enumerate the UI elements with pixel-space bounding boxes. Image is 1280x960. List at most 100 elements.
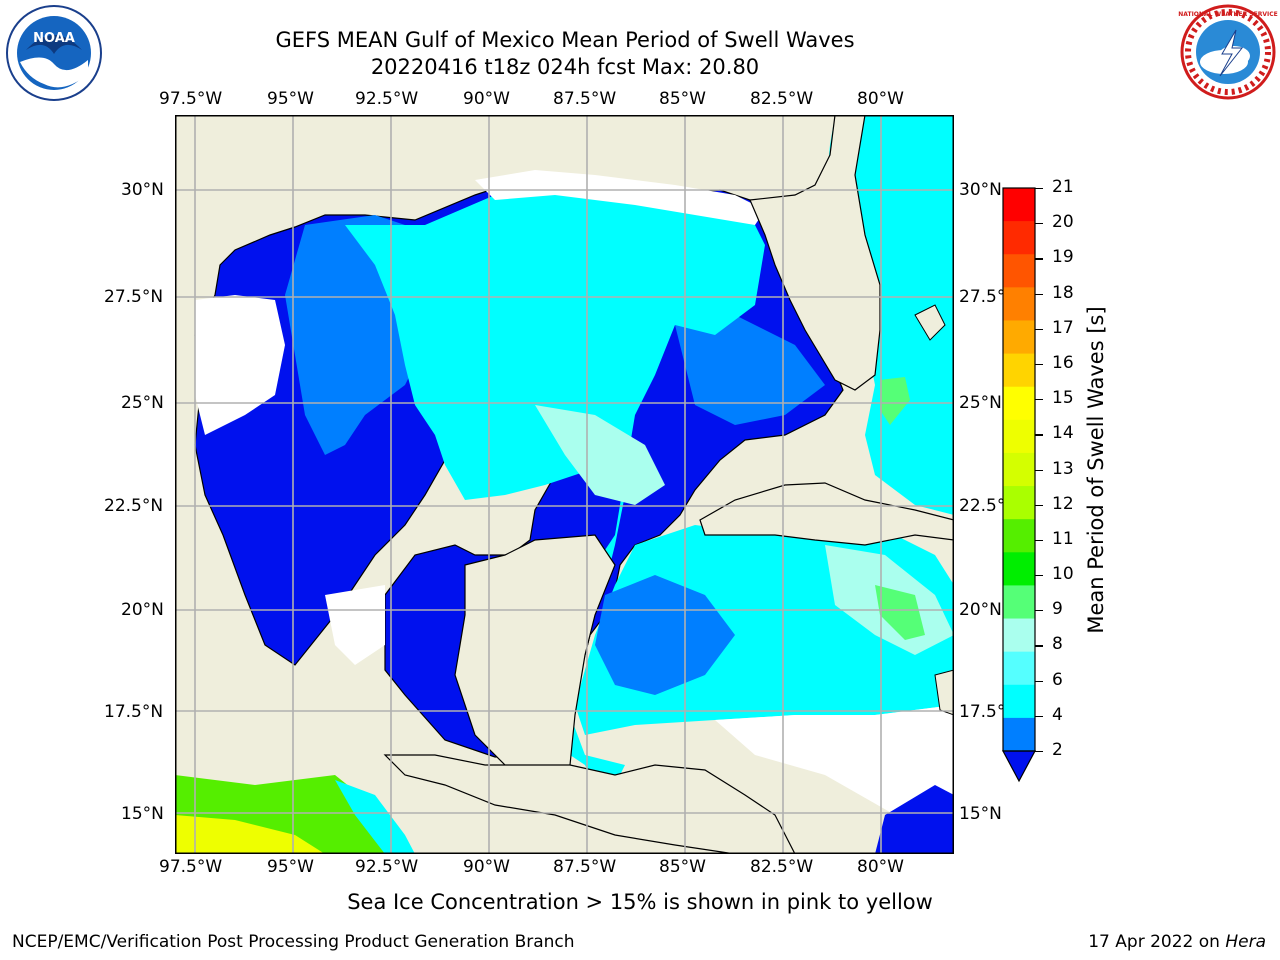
colorbar-tick-label: 10 xyxy=(1052,564,1074,585)
colorbar-extend-arrow xyxy=(1002,750,1036,783)
noaa-logo: NOAA xyxy=(4,4,104,102)
lon-label-top: 92.5°W xyxy=(355,89,419,109)
lon-label-top: 80°W xyxy=(857,89,904,109)
colorbar-tick-label: 19 xyxy=(1052,247,1074,268)
swell-zone-mid-east xyxy=(675,315,825,425)
colorbar-tick-mark xyxy=(1035,293,1043,295)
colorbar-tick-label: 4 xyxy=(1052,704,1063,725)
pacific-corner-yellow xyxy=(175,815,325,854)
colorbar-segment xyxy=(1003,552,1035,586)
colorbar-tick-mark xyxy=(1035,223,1043,225)
colorbar-tick-label: 9 xyxy=(1052,599,1063,620)
lon-label-top: 95°W xyxy=(267,89,314,109)
swell-zone-green-caribbean xyxy=(875,585,925,640)
florida-peninsula xyxy=(749,115,881,391)
colorbar-tick-mark xyxy=(1035,258,1043,260)
colorbar-tick-label: 12 xyxy=(1052,493,1074,514)
lat-label-left: 20°N xyxy=(121,600,164,620)
nodata-west xyxy=(195,295,285,435)
colorbar-segment xyxy=(1003,188,1035,222)
colorbar-segment xyxy=(1003,519,1035,553)
colorbar-segment xyxy=(1003,254,1035,288)
lat-label-left: 30°N xyxy=(121,180,164,200)
graticule xyxy=(175,115,954,854)
swell-zone-pale xyxy=(535,405,665,505)
map-frame xyxy=(175,115,954,854)
colorbar-tick-label: 20 xyxy=(1052,212,1074,233)
colorbar-tick-label: 16 xyxy=(1052,352,1074,373)
yucatan-peninsula xyxy=(454,534,616,776)
lon-label-bottom: 82.5°W xyxy=(750,857,814,877)
colorbar-tick-label: 2 xyxy=(1052,740,1063,760)
colorbar-tick-label: 21 xyxy=(1052,177,1074,197)
colorbar-tick-label: 11 xyxy=(1052,528,1074,549)
colorbar-tick-mark xyxy=(1035,328,1043,330)
sea-ice-caption: Sea Ice Concentration > 15% is shown in … xyxy=(347,890,933,914)
lon-label-bottom: 85°W xyxy=(659,857,706,877)
lat-label-right: 20°N xyxy=(959,600,1002,620)
lon-label-bottom: 92.5°W xyxy=(355,857,419,877)
colorbar-tick-mark xyxy=(1035,680,1043,682)
colorbar-tick-mark xyxy=(1035,715,1043,717)
lat-label-left: 15°N xyxy=(121,804,164,824)
colorbar xyxy=(1002,187,1036,783)
colorbar-segment xyxy=(1003,684,1035,719)
lat-label-right: 25°N xyxy=(959,393,1002,413)
nodata-north-strip xyxy=(475,170,765,225)
colorbar-tick-mark xyxy=(1035,575,1043,577)
lat-label-right: 30°N xyxy=(959,180,1002,200)
lat-label-right: 15°N xyxy=(959,804,1002,824)
colorbar-title: Mean Period of Swell Waves [s] xyxy=(1084,306,1108,634)
lon-label-bottom: 80°W xyxy=(857,857,904,877)
colorbar-tick-mark xyxy=(1035,188,1043,190)
colorbar-tick-mark xyxy=(1035,434,1043,436)
colorbar-tick-label: 17 xyxy=(1052,317,1074,338)
lon-label-bottom: 87.5°W xyxy=(553,857,617,877)
colorbar-segment xyxy=(1003,717,1035,752)
footer-date: 17 Apr 2022 on Hera xyxy=(1088,932,1266,952)
footer-credit: NCEP/EMC/Verification Post Processing Pr… xyxy=(12,932,575,952)
colorbar-segment xyxy=(1003,287,1035,321)
colorbar-segment xyxy=(1003,585,1035,620)
colorbar-tick-mark xyxy=(1035,399,1043,401)
colorbar-tick-mark xyxy=(1035,610,1043,612)
swell-zone-high xyxy=(345,180,765,805)
lon-label-top: 85°W xyxy=(659,89,706,109)
nws-logo: NATIONAL WEATHER SERVICE xyxy=(1178,4,1278,100)
cuba xyxy=(699,482,954,546)
lat-label-left: 22.5°N xyxy=(104,496,164,516)
colorbar-segment xyxy=(1003,618,1035,653)
colorbar-tick-label: 6 xyxy=(1052,669,1063,690)
colorbar-segment xyxy=(1003,419,1035,454)
lat-label-left: 25°N xyxy=(121,393,164,413)
colorbar-segment xyxy=(1003,651,1035,686)
colorbar-segment xyxy=(1003,386,1035,421)
hispaniola xyxy=(934,669,954,716)
chart-title-line2: 20220416 t18z 024h fcst Max: 20.80 xyxy=(370,55,760,79)
lon-label-bottom: 95°W xyxy=(267,857,314,877)
colorbar-segment xyxy=(1003,353,1035,388)
colorbar-tick-label: 18 xyxy=(1052,282,1074,303)
colorbar-tick-mark xyxy=(1035,504,1043,506)
lon-label-top: 90°W xyxy=(463,89,510,109)
nws-logo-text: NATIONAL WEATHER SERVICE xyxy=(1178,11,1277,18)
map-panel xyxy=(175,115,954,854)
footer-date-text: 17 Apr 2022 on xyxy=(1088,932,1226,952)
colorbar-segment xyxy=(1003,221,1035,255)
swell-zone-mid-caribbean xyxy=(595,575,735,695)
footer-host: Hera xyxy=(1225,932,1266,952)
colorbar-tick-mark xyxy=(1035,469,1043,471)
colorbar-segment xyxy=(1003,452,1035,487)
colorbar-segment xyxy=(1003,320,1035,355)
lon-label-top: 97.5°W xyxy=(159,89,223,109)
nodata-caribbean-south xyxy=(715,705,954,815)
lat-label-left: 17.5°N xyxy=(104,702,164,722)
colorbar-tick-label: 15 xyxy=(1052,388,1074,409)
lon-label-bottom: 90°W xyxy=(463,857,510,877)
lat-label-left: 27.5°N xyxy=(104,287,164,307)
pacific-corner-cyan xyxy=(335,780,415,854)
colorbar-tick-label: 8 xyxy=(1052,634,1063,655)
colorbar-tick-mark xyxy=(1035,539,1043,542)
lon-label-bottom: 97.5°W xyxy=(159,857,223,877)
colorbar-segment xyxy=(1003,486,1035,520)
